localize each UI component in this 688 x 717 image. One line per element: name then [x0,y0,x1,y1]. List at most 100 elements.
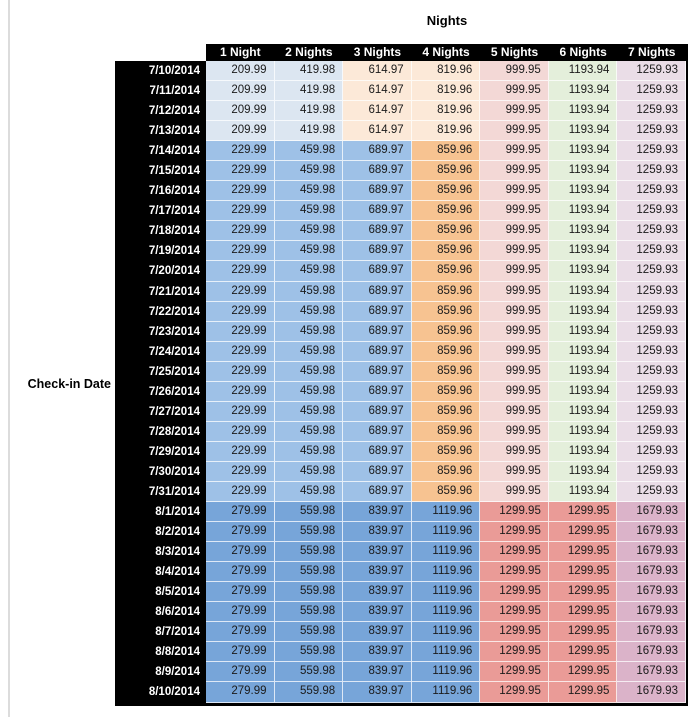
price-cell[interactable]: 999.95 [480,301,549,322]
price-cell[interactable]: 559.98 [274,502,344,523]
checkin-date-cell[interactable]: 8/8/2014 [115,642,206,663]
checkin-date-cell[interactable]: 7/17/2014 [115,201,206,222]
price-cell[interactable]: 1299.95 [480,542,549,563]
checkin-date-cell[interactable]: 7/24/2014 [115,341,206,362]
price-cell[interactable]: 689.97 [343,281,412,302]
price-cell[interactable]: 859.96 [411,361,481,382]
price-cell[interactable]: 559.98 [274,682,344,703]
price-cell[interactable]: 229.99 [206,321,275,342]
price-cell[interactable]: 459.98 [274,141,344,162]
price-cell[interactable]: 1119.96 [411,602,481,623]
checkin-date-cell[interactable]: 7/30/2014 [115,461,206,482]
price-cell[interactable]: 419.98 [274,61,344,82]
price-cell[interactable]: 279.99 [206,542,275,563]
price-cell[interactable]: 229.99 [206,241,275,262]
price-cell[interactable]: 999.95 [480,361,549,382]
price-cell[interactable]: 559.98 [274,582,344,603]
price-cell[interactable]: 1259.93 [617,481,686,503]
price-cell[interactable]: 1259.93 [617,301,686,322]
price-cell[interactable]: 229.99 [206,301,275,322]
price-cell[interactable]: 1259.93 [617,141,686,162]
price-cell[interactable]: 279.99 [206,502,275,523]
price-cell[interactable]: 689.97 [343,401,412,422]
price-cell[interactable]: 999.95 [480,401,549,422]
price-cell[interactable]: 559.98 [274,562,344,583]
price-cell[interactable]: 999.95 [480,261,549,282]
price-cell[interactable]: 559.98 [274,602,344,623]
price-cell[interactable]: 1299.95 [548,542,618,563]
price-cell[interactable]: 1299.95 [548,562,618,583]
checkin-date-cell[interactable]: 7/27/2014 [115,401,206,422]
checkin-date-cell[interactable]: 7/11/2014 [115,81,206,102]
price-cell[interactable]: 229.99 [206,161,275,182]
price-cell[interactable]: 839.97 [343,502,412,523]
price-cell[interactable]: 1193.94 [548,481,618,503]
price-cell[interactable]: 459.98 [274,481,344,503]
price-cell[interactable]: 839.97 [343,682,412,703]
price-cell[interactable]: 1299.95 [548,602,618,623]
price-cell[interactable]: 229.99 [206,401,275,422]
price-cell[interactable]: 229.99 [206,201,275,222]
price-cell[interactable]: 689.97 [343,181,412,202]
price-cell[interactable]: 1119.96 [411,542,481,563]
price-cell[interactable]: 1193.94 [548,261,618,282]
price-cell[interactable]: 1119.96 [411,562,481,583]
price-cell[interactable]: 689.97 [343,161,412,182]
price-cell[interactable]: 689.97 [343,461,412,482]
price-cell[interactable]: 459.98 [274,261,344,282]
price-cell[interactable]: 689.97 [343,381,412,402]
price-cell[interactable]: 559.98 [274,622,344,643]
price-cell[interactable]: 689.97 [343,221,412,242]
price-cell[interactable]: 1299.95 [548,582,618,603]
price-cell[interactable]: 459.98 [274,181,344,202]
price-cell[interactable]: 859.96 [411,181,481,202]
checkin-date-cell[interactable]: 7/22/2014 [115,301,206,322]
price-cell[interactable]: 819.96 [411,121,481,142]
price-cell[interactable]: 689.97 [343,321,412,342]
price-cell[interactable]: 1119.96 [411,522,481,543]
price-cell[interactable]: 1299.95 [548,642,618,663]
column-header-cell-1-night[interactable]: 1 Night [206,44,275,61]
price-cell[interactable]: 229.99 [206,181,275,202]
price-cell[interactable]: 1193.94 [548,281,618,302]
price-cell[interactable]: 1193.94 [548,61,618,82]
price-cell[interactable]: 839.97 [343,542,412,563]
price-cell[interactable]: 614.97 [343,101,412,122]
price-cell[interactable]: 999.95 [480,221,549,242]
price-cell[interactable]: 1299.95 [480,642,549,663]
price-cell[interactable]: 1299.95 [480,622,549,643]
price-cell[interactable]: 614.97 [343,81,412,102]
price-cell[interactable]: 689.97 [343,201,412,222]
checkin-date-cell[interactable]: 8/9/2014 [115,662,206,683]
price-cell[interactable]: 1679.93 [617,562,686,583]
price-cell[interactable]: 1119.96 [411,502,481,523]
checkin-date-cell[interactable]: 8/10/2014 [115,682,206,703]
price-cell[interactable]: 1299.95 [480,522,549,543]
price-cell[interactable]: 1299.95 [548,682,618,703]
price-cell[interactable]: 1259.93 [617,321,686,342]
price-cell[interactable]: 229.99 [206,421,275,442]
price-cell[interactable]: 1119.96 [411,662,481,683]
price-cell[interactable]: 689.97 [343,261,412,282]
price-cell[interactable]: 459.98 [274,201,344,222]
price-cell[interactable]: 1259.93 [617,221,686,242]
price-cell[interactable]: 229.99 [206,281,275,302]
checkin-date-cell[interactable]: 7/15/2014 [115,161,206,182]
price-cell[interactable]: 1259.93 [617,421,686,442]
price-cell[interactable]: 1259.93 [617,281,686,302]
checkin-date-cell[interactable]: 7/19/2014 [115,241,206,262]
price-cell[interactable]: 859.96 [411,381,481,402]
price-cell[interactable]: 1679.93 [617,582,686,603]
price-cell[interactable]: 1193.94 [548,101,618,122]
column-header-cell-7-night[interactable]: 7 Nights [617,44,686,61]
price-cell[interactable]: 279.99 [206,602,275,623]
price-cell[interactable]: 999.95 [480,201,549,222]
price-cell[interactable]: 614.97 [343,121,412,142]
price-cell[interactable]: 459.98 [274,321,344,342]
price-cell[interactable]: 859.96 [411,281,481,302]
price-cell[interactable]: 859.96 [411,461,481,482]
checkin-date-cell[interactable]: 7/12/2014 [115,101,206,122]
checkin-date-cell[interactable]: 8/1/2014 [115,502,206,523]
price-cell[interactable]: 559.98 [274,662,344,683]
price-cell[interactable]: 1193.94 [548,241,618,262]
